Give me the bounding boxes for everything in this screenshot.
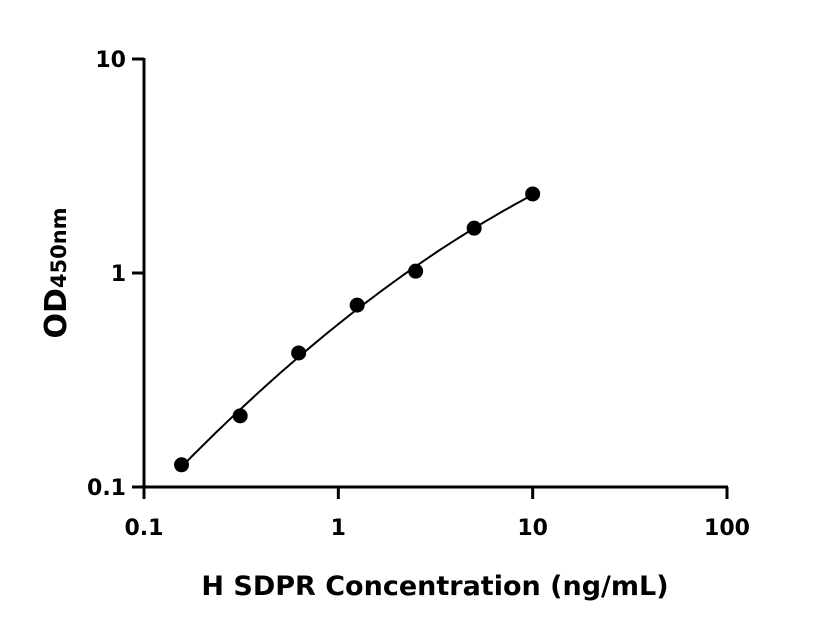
y-axis-label-subscript: 450nm [47, 207, 71, 288]
y-tick-label: 0.1 [87, 476, 126, 501]
data-point [349, 297, 365, 313]
y-axis-label-main: OD [39, 288, 74, 338]
x-tick-label: 10 [517, 516, 548, 541]
x-axis-label: H SDPR Concentration (ng/mL) [201, 571, 668, 602]
y-axis-label: OD450nm [39, 207, 74, 338]
x-tick-label: 0.1 [125, 516, 164, 541]
x-tick-label: 100 [704, 516, 750, 541]
y-tick-label: 1 [111, 262, 126, 287]
data-point [174, 457, 190, 473]
data-point [232, 408, 248, 424]
x-tick-label: 1 [331, 516, 346, 541]
fit-curve [180, 193, 534, 468]
data-point [466, 220, 482, 236]
y-tick-label: 10 [95, 48, 126, 73]
data-point [525, 186, 541, 202]
data-point [408, 263, 424, 279]
data-point [291, 345, 307, 361]
